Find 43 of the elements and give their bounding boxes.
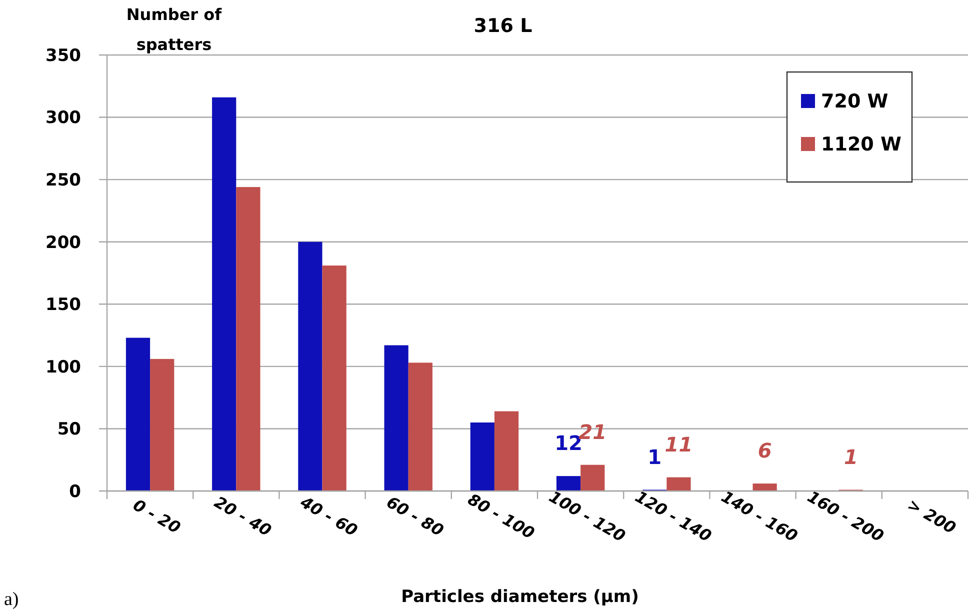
x-tick-label: 60 - 80: [383, 492, 447, 540]
legend-label: 720 W: [821, 90, 888, 113]
y-tick-label: 0: [69, 482, 82, 502]
bar: [666, 477, 691, 491]
y-tick-label: 150: [46, 295, 82, 316]
x-tick-label: 40 - 60: [296, 492, 361, 540]
y-tick-label: 250: [46, 170, 82, 191]
data-label: 12: [554, 431, 582, 456]
data-label: 6: [758, 438, 772, 463]
bar: [298, 242, 322, 491]
bar: [556, 476, 581, 491]
bar: [126, 338, 150, 491]
legend-label: 1120 W: [821, 134, 902, 156]
bar: [752, 484, 777, 491]
bar: [470, 422, 494, 491]
x-tick-label: 100 - 120: [546, 486, 629, 546]
y-tick-label: 50: [57, 420, 82, 440]
y-tick-label: 100: [46, 357, 82, 378]
x-tick-label: 140 - 160: [718, 486, 801, 546]
bar: [384, 345, 408, 491]
x-tick-label: > 200: [904, 494, 960, 538]
bar: [212, 97, 236, 491]
x-tick-label: 20 - 40: [211, 492, 275, 540]
x-tick-label: 120 - 140: [632, 486, 715, 546]
x-tick-label: 160 - 200: [804, 486, 887, 546]
bar: [322, 266, 346, 491]
data-label: 11: [664, 432, 693, 456]
y-tick-label: 200: [46, 232, 82, 253]
data-label: 1: [844, 444, 858, 469]
bar: [236, 187, 260, 491]
bar: [408, 362, 432, 491]
bar: [494, 411, 519, 491]
y-tick-label: 300: [46, 108, 82, 128]
bar: [580, 464, 605, 491]
x-tick-label: 80 - 100: [464, 490, 538, 543]
y-tick-label: 350: [46, 46, 82, 66]
text: a): [4, 589, 19, 610]
x-axis-title: Particles diameters (µm): [401, 587, 639, 607]
y-axis-title: Number of spatters: [126, 5, 223, 54]
data-label: 1: [648, 444, 662, 469]
bar: [150, 358, 174, 491]
x-tick-label: 0 - 20: [130, 495, 184, 538]
chart-title: 316 L: [474, 15, 532, 37]
